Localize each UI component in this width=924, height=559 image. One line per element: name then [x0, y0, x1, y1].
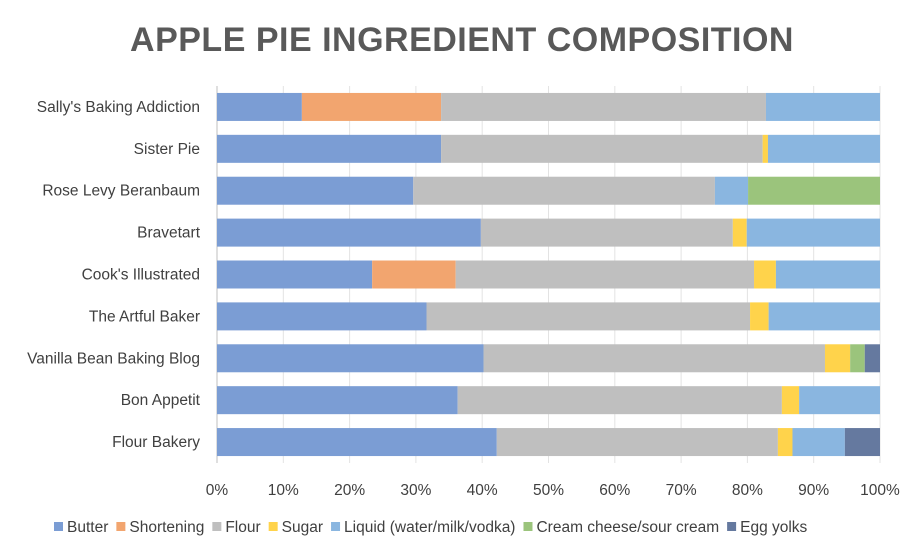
x-tick-label: 90% — [798, 482, 829, 499]
legend-label: Egg yolks — [740, 519, 807, 536]
category-label: Sally's Baking Addiction — [37, 99, 200, 116]
bar-segment-liquid-water-milk-vodka- — [799, 386, 880, 415]
bar-segment-flour — [480, 218, 733, 247]
bar-segment-sugar — [777, 428, 793, 457]
bar-segment-butter — [217, 218, 481, 247]
x-tick-label: 50% — [533, 482, 564, 499]
bar-segment-butter — [217, 92, 302, 121]
bar-segment-liquid-water-milk-vodka- — [714, 176, 749, 205]
legend-swatch — [727, 522, 737, 531]
bar-segment-sugar — [781, 386, 800, 415]
bar-segment-sugar — [754, 260, 776, 289]
legend-label: Cream cheese/sour cream — [536, 519, 719, 536]
category-label: Vanilla Bean Baking Blog — [27, 350, 200, 367]
legend-label: Butter — [67, 519, 108, 536]
bar-segment-butter — [217, 344, 484, 373]
bar-segment-butter — [217, 302, 427, 331]
bar-segment-butter — [217, 176, 414, 205]
category-label: Cook's Illustrated — [82, 267, 200, 284]
bar-segment-liquid-water-milk-vodka- — [768, 302, 880, 331]
legend-swatch — [268, 522, 278, 531]
legend-label: Sugar — [282, 519, 323, 536]
bar-segment-butter — [217, 260, 373, 289]
bar-segment-flour — [483, 344, 825, 373]
bar-segment-butter — [217, 386, 458, 415]
bar-segment-flour — [455, 260, 755, 289]
bar-segment-sugar — [762, 134, 768, 163]
category-label: Sister Pie — [134, 141, 200, 158]
bar-segment-liquid-water-milk-vodka- — [767, 134, 880, 163]
bar-segment-flour — [426, 302, 751, 331]
bar-segment-liquid-water-milk-vodka- — [765, 92, 880, 121]
bar-segment-cream-cheese-sour-cream — [748, 176, 880, 205]
x-tick-label: 0% — [206, 482, 229, 499]
x-tick-label: 20% — [334, 482, 365, 499]
bar-segment-sugar — [732, 218, 747, 247]
bar-segment-butter — [217, 134, 442, 163]
category-label: Bravetart — [137, 225, 201, 242]
legend-swatch — [212, 522, 222, 531]
bar-segment-shortening — [372, 260, 456, 289]
category-label: Bon Appetit — [121, 392, 201, 409]
bar-segment-flour — [441, 134, 763, 163]
bar-segment-egg-yolks — [844, 428, 880, 457]
legend-label: Liquid (water/milk/vodka) — [344, 519, 515, 536]
bar-segment-liquid-water-milk-vodka- — [775, 260, 880, 289]
category-label: The Artful Baker — [89, 308, 200, 325]
category-label: Rose Levy Beranbaum — [42, 183, 200, 200]
x-tick-label: 80% — [732, 482, 763, 499]
bar-segment-flour — [441, 92, 766, 121]
bar-segment-sugar — [750, 302, 769, 331]
bar-segment-sugar — [824, 344, 851, 373]
bar-segment-liquid-water-milk-vodka- — [746, 218, 880, 247]
bar-segment-egg-yolks — [864, 344, 880, 373]
legend-swatch — [523, 522, 533, 531]
x-tick-label: 70% — [666, 482, 697, 499]
bar-segment-shortening — [301, 92, 442, 121]
x-tick-label: 30% — [400, 482, 431, 499]
bar-segment-flour — [457, 386, 782, 415]
x-tick-label: 10% — [268, 482, 299, 499]
legend-swatch — [54, 522, 63, 531]
legend-label: Shortening — [129, 519, 204, 536]
legend-label: Flour — [225, 519, 260, 536]
chart-title: APPLE PIE INGREDIENT COMPOSITION — [130, 21, 794, 59]
bar-segment-flour — [413, 176, 715, 205]
bar-segment-flour — [496, 428, 778, 457]
category-label: Flour Bakery — [112, 434, 200, 451]
x-tick-label: 100% — [860, 482, 900, 499]
legend-swatch — [331, 522, 341, 531]
bar-segment-liquid-water-milk-vodka- — [792, 428, 845, 457]
x-tick-label: 40% — [467, 482, 498, 499]
bar-segment-butter — [217, 428, 497, 457]
legend-swatch — [116, 522, 126, 531]
x-tick-label: 60% — [599, 482, 630, 499]
bar-segment-cream-cheese-sour-cream — [850, 344, 865, 373]
